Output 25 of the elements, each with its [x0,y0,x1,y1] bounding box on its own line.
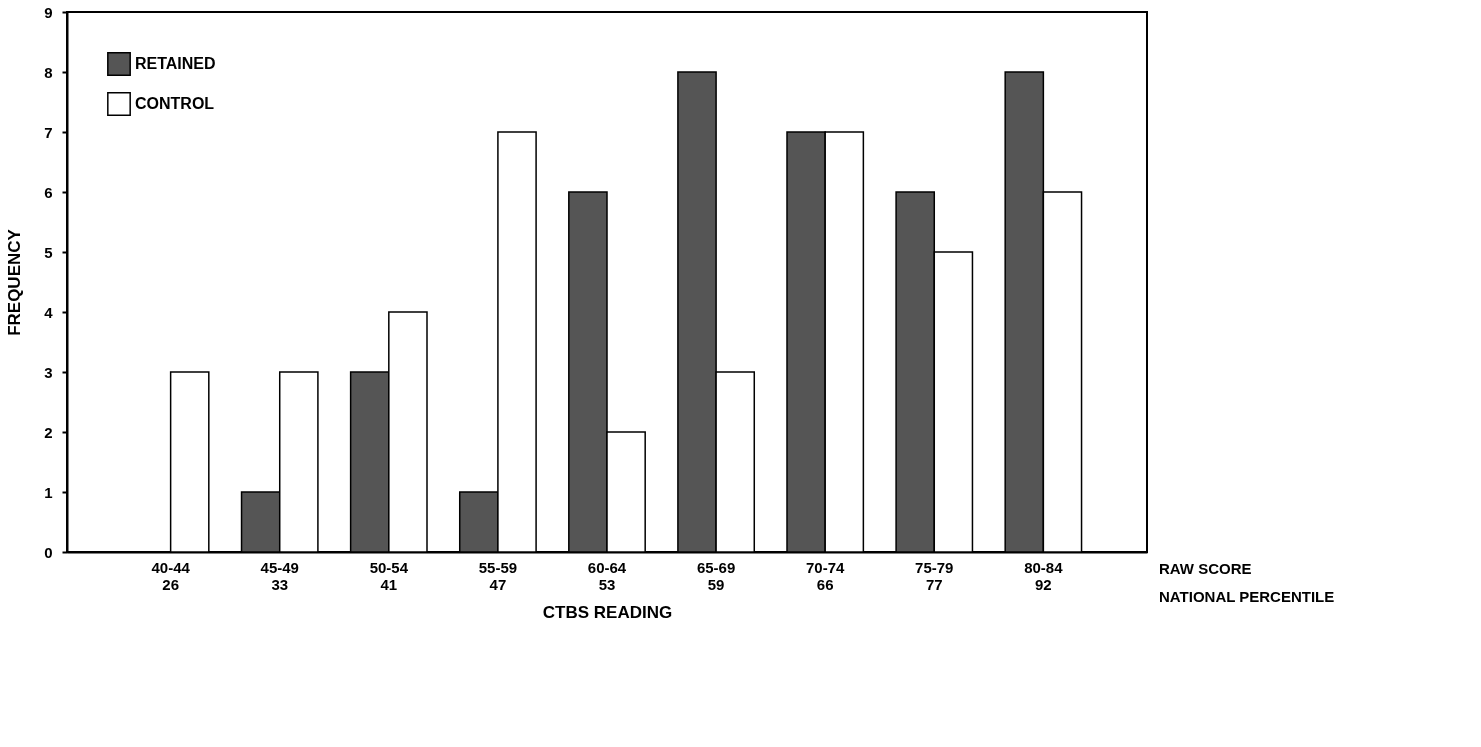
text: NATIONAL PERCENTILE [1159,588,1335,605]
y-tick-label: 6 [44,183,53,201]
y-tick-label: 3 [44,363,53,381]
x-tick-label: 70-74 66 [805,558,846,593]
y-tick-label: 5 [44,243,53,261]
y-tick-label: 8 [44,63,53,81]
y-tick-label: 0 [44,543,53,561]
y-tick-label: 4 [44,303,54,321]
legend-label: RETAINED [135,55,216,72]
x-tick-label: 45-49 33 [260,558,299,593]
text: RAW SCORE [1159,560,1252,577]
x-tick-label: 50-54 41 [369,558,409,593]
x-tick-label: 80-84 92 [1024,558,1064,593]
x-tick-label: 65-69 59 [696,558,736,593]
x-tick-label: 40-44 26 [151,558,191,593]
x-tick-label: 60-64 53 [587,558,627,593]
y-tick-label: 2 [44,423,53,441]
y-tick-label: 9 [44,3,53,21]
legend-label: CONTROL [135,95,215,112]
x-tick-label: 75-79 77 [915,558,954,593]
y-tick-label: 7 [44,123,53,141]
x-tick-label: 55-59 47 [478,558,518,593]
y-tick-label: 1 [44,483,53,501]
y-axis-title: FREQUENCY [5,228,25,336]
x-axis-title: CTBS READING [542,602,673,622]
